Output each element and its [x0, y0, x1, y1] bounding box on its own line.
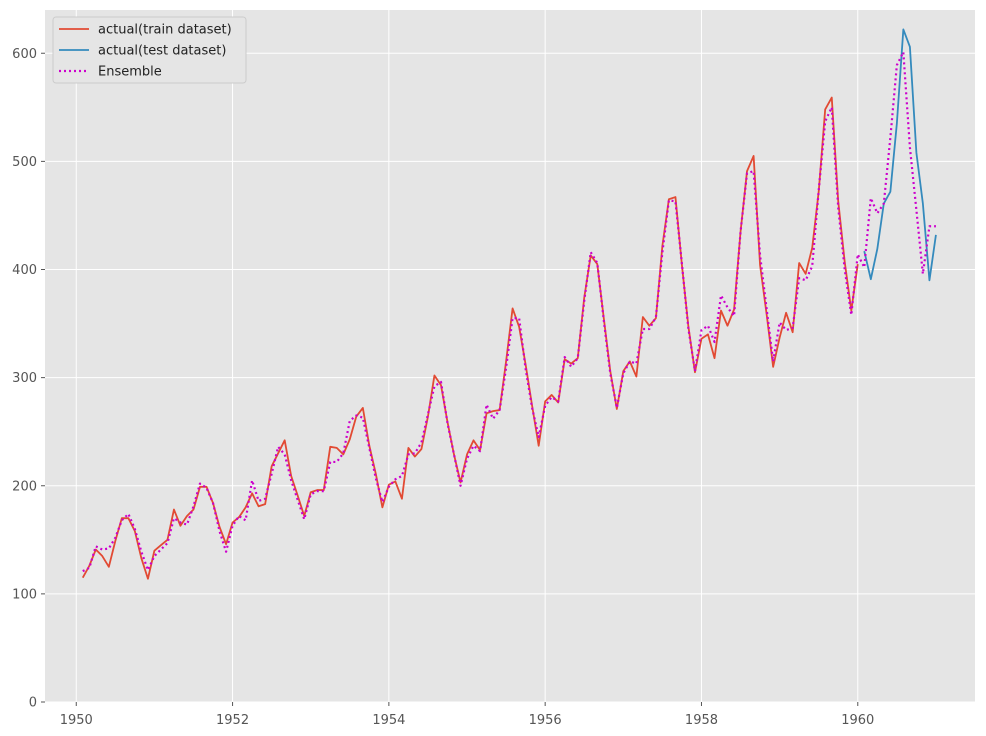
legend-label: Ensemble: [98, 65, 162, 80]
legend-label: actual(train dataset): [98, 23, 232, 38]
legend: actual(train dataset) actual(test dataset…: [52, 16, 247, 84]
x-axis-ticks: 1950 1952 1954 1956 1958 1960: [60, 702, 874, 728]
x-tick-label: 1958: [685, 713, 718, 728]
grid-lines: [45, 10, 975, 703]
series-lines: [81, 28, 937, 580]
legend-box: [52, 16, 247, 84]
y-tick-label: 300: [12, 371, 37, 386]
y-tick-label: 200: [12, 479, 37, 494]
x-tick-label: 1956: [529, 713, 562, 728]
y-tick-label: 0: [29, 696, 37, 711]
y-tick-label: 100: [12, 587, 37, 602]
y-axis-ticks: 0 100 200 300 400 500 600: [12, 47, 45, 711]
y-tick-label: 400: [12, 263, 37, 278]
y-tick-label: 600: [12, 47, 37, 62]
legend-label: actual(test dataset): [98, 44, 226, 59]
plot-background: [45, 10, 975, 702]
y-tick-label: 500: [12, 155, 37, 170]
series-line-1: [863, 28, 937, 282]
x-tick-label: 1954: [372, 713, 405, 728]
x-tick-label: 1950: [60, 713, 93, 728]
x-tick-label: 1952: [216, 713, 249, 728]
series-line-0: [81, 96, 859, 580]
x-tick-label: 1960: [841, 713, 874, 728]
